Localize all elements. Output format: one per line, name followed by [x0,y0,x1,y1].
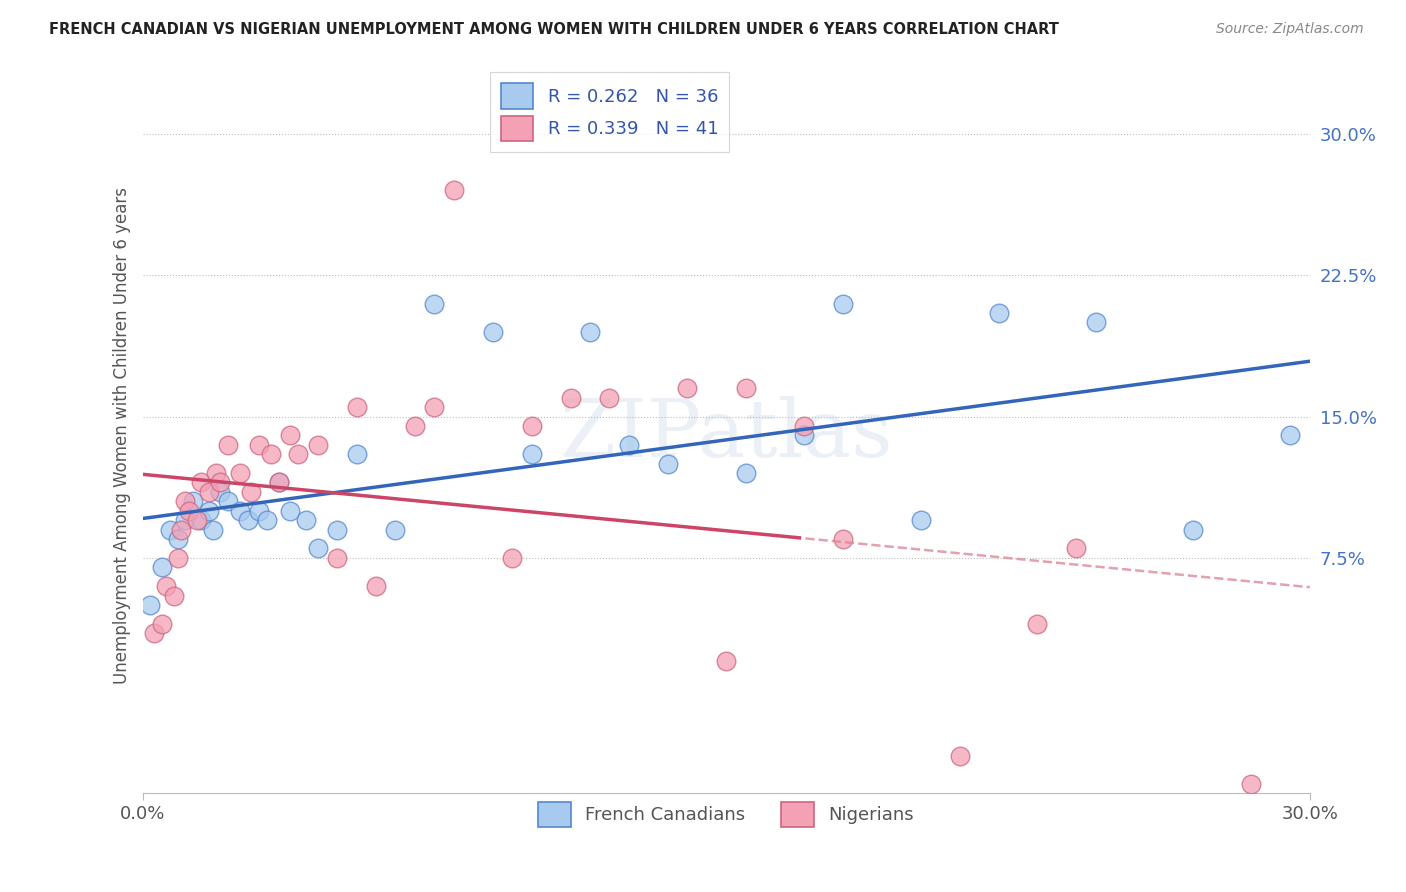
Text: ZIPatlas: ZIPatlas [560,396,893,475]
Point [229,504,252,518]
Point [910,513,932,527]
Point [443,184,465,198]
Point [657,457,679,471]
Point [579,325,602,339]
Point [150,616,173,631]
Point [520,447,543,461]
Point [734,381,756,395]
Point [139,598,162,612]
Point [384,523,406,537]
Point [346,447,368,461]
Point [481,325,503,339]
Point [174,494,197,508]
Point [159,523,181,537]
Point [987,306,1010,320]
Text: Source: ZipAtlas.com: Source: ZipAtlas.com [1216,22,1364,37]
Point [247,438,270,452]
Point [190,475,212,490]
Point [267,475,290,490]
Point [247,504,270,518]
Point [307,438,329,452]
Point [520,419,543,434]
Point [949,748,972,763]
Point [197,504,219,518]
Point [201,523,224,537]
Point [714,655,737,669]
Point [326,550,349,565]
Point [832,532,855,546]
Point [197,484,219,499]
Point [326,523,349,537]
Point [166,532,188,546]
Point [1279,428,1302,442]
Point [423,296,446,310]
Point [598,391,620,405]
Point [155,579,177,593]
Point [287,447,309,461]
Point [364,579,387,593]
Point [423,400,446,414]
Point [280,504,302,518]
Point [295,513,318,527]
Point [1182,523,1205,537]
Point [174,513,197,527]
Point [560,391,582,405]
Point [501,550,523,565]
Point [205,466,228,480]
Point [229,466,252,480]
Point [209,475,232,490]
Point [143,626,166,640]
Point [280,428,302,442]
Text: FRENCH CANADIAN VS NIGERIAN UNEMPLOYMENT AMONG WOMEN WITH CHILDREN UNDER 6 YEARS: FRENCH CANADIAN VS NIGERIAN UNEMPLOYMENT… [49,22,1059,37]
Point [256,513,278,527]
Point [166,550,188,565]
Point [181,494,204,508]
Point [260,447,283,461]
Point [240,484,263,499]
Point [170,523,193,537]
Point [404,419,426,434]
Point [617,438,640,452]
Point [179,504,201,518]
Point [190,513,212,527]
Point [217,494,239,508]
Legend: French Canadians, Nigerians: French Canadians, Nigerians [531,795,921,834]
Point [832,296,855,310]
Point [1066,541,1088,556]
Y-axis label: Unemployment Among Women with Children Under 6 years: Unemployment Among Women with Children U… [114,187,131,684]
Point [346,400,368,414]
Point [1026,616,1049,631]
Point [793,419,815,434]
Point [1240,777,1263,791]
Point [163,589,186,603]
Point [267,475,290,490]
Point [793,428,815,442]
Point [307,541,329,556]
Point [217,438,239,452]
Point [236,513,259,527]
Point [209,484,232,499]
Point [676,381,699,395]
Point [1084,315,1107,329]
Point [186,513,208,527]
Point [734,466,756,480]
Point [150,560,173,574]
